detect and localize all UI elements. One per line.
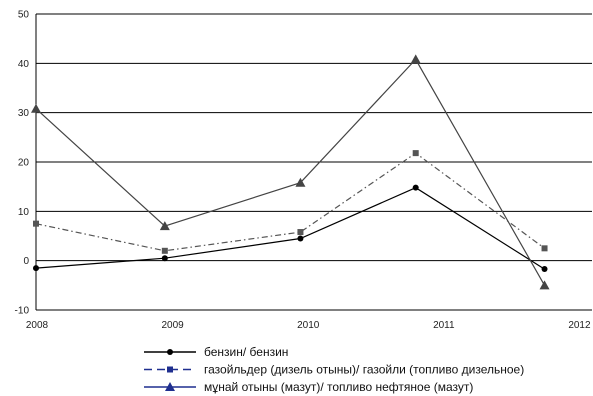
data-point xyxy=(295,177,306,187)
series-1 xyxy=(33,184,548,273)
legend-item: газойльдер (дизель отыны)/ газойли (топл… xyxy=(144,363,524,377)
legend: бензин/ бензин газойльдер (дизель отыны)/… xyxy=(144,345,524,394)
series-2 xyxy=(33,150,548,254)
gridlines xyxy=(35,13,592,311)
y-tick-label: 0 xyxy=(23,256,29,267)
data-point xyxy=(539,280,550,290)
data-point xyxy=(33,220,39,227)
legend-item: мұнай отыны (мазут)/ топливо нефтяное (м… xyxy=(144,380,473,394)
y-tick-label: 10 xyxy=(18,207,30,218)
series-3 xyxy=(31,54,550,290)
data-point xyxy=(297,229,304,236)
legend-item: бензин/ бензин xyxy=(144,345,288,359)
x-axis-tick-labels: 2008 2009 2010 2011 2012 xyxy=(26,320,591,331)
legend-marker xyxy=(167,366,173,373)
x-tick-label: 2008 xyxy=(26,320,49,331)
x-tick-label: 2009 xyxy=(161,320,184,331)
series-line xyxy=(35,152,545,252)
y-tick-label: 50 xyxy=(18,10,30,21)
y-tick-label: -10 xyxy=(15,306,30,317)
data-point xyxy=(161,255,168,262)
legend-marker xyxy=(167,349,173,355)
legend-label: газойльдер (дизель отыны)/ газойли (топл… xyxy=(204,363,524,377)
data-point xyxy=(541,245,548,252)
y-tick-label: 30 xyxy=(18,108,30,119)
y-tick-label: 40 xyxy=(18,59,30,70)
data-point xyxy=(410,54,421,64)
x-tick-label: 2011 xyxy=(433,320,455,331)
legend-label: бензин/ бензин xyxy=(204,345,288,359)
data-point xyxy=(541,266,548,273)
data-point xyxy=(412,150,419,157)
data-point xyxy=(31,103,41,113)
legend-label: мұнай отыны (мазут)/ топливо нефтяное (м… xyxy=(204,380,473,394)
y-tick-label: 20 xyxy=(18,158,30,169)
series-line xyxy=(35,58,546,286)
series-line xyxy=(35,187,545,270)
y-axis-tick-labels: 50 40 30 20 10 0 -10 xyxy=(15,10,30,317)
x-tick-label: 2010 xyxy=(297,320,320,331)
legend-marker xyxy=(165,382,175,391)
data-point xyxy=(159,221,170,231)
data-point xyxy=(161,247,168,254)
data-point xyxy=(297,235,304,242)
data-point xyxy=(33,265,39,272)
x-tick-label: 2012 xyxy=(568,320,591,331)
series-group xyxy=(31,54,550,290)
data-point xyxy=(412,184,419,191)
